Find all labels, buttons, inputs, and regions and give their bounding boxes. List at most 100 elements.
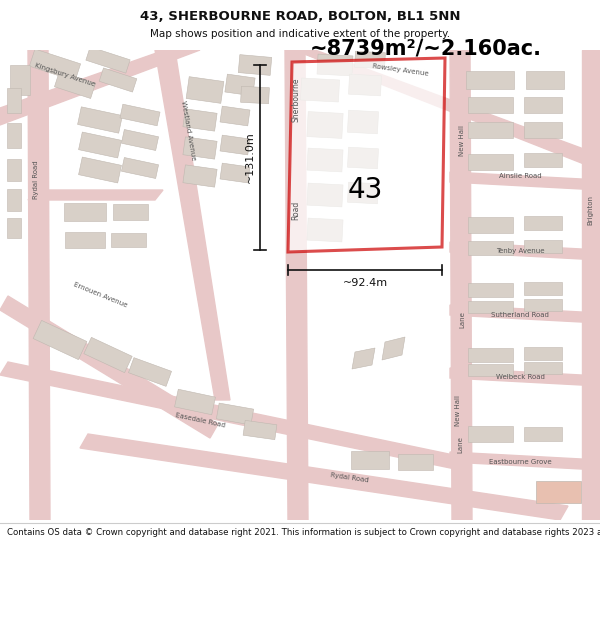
Bar	[84, 338, 132, 372]
Bar	[243, 421, 277, 439]
Bar	[128, 357, 172, 386]
Bar	[113, 204, 148, 220]
Bar	[524, 153, 562, 167]
Bar	[524, 299, 562, 311]
Bar	[121, 129, 158, 151]
Bar	[7, 122, 21, 148]
Bar	[29, 49, 80, 81]
Text: Tenby Avenue: Tenby Avenue	[496, 248, 544, 254]
Bar	[7, 189, 21, 211]
Polygon shape	[0, 296, 218, 438]
Bar	[220, 106, 250, 126]
Text: Easedale Road: Easedale Road	[175, 412, 226, 428]
Polygon shape	[450, 452, 600, 470]
Bar	[217, 403, 254, 425]
Bar	[186, 77, 224, 103]
Text: 43: 43	[347, 176, 383, 204]
Bar	[7, 88, 21, 112]
Bar	[347, 148, 379, 169]
Bar	[110, 233, 146, 247]
Bar	[307, 218, 343, 242]
Bar	[307, 112, 343, 138]
Polygon shape	[0, 50, 200, 125]
Bar	[317, 54, 353, 76]
Bar	[7, 159, 21, 181]
Text: New Hall: New Hall	[459, 124, 465, 156]
Bar	[121, 158, 158, 179]
Bar	[65, 232, 105, 248]
Bar	[467, 348, 512, 362]
Bar	[355, 51, 385, 69]
Bar	[467, 217, 512, 233]
Bar	[524, 216, 562, 230]
Bar	[467, 154, 512, 170]
Bar	[524, 281, 562, 294]
Bar	[64, 203, 106, 221]
Bar	[241, 86, 269, 104]
Bar	[10, 65, 30, 95]
Bar	[301, 78, 340, 102]
Bar	[183, 165, 217, 187]
Bar	[79, 157, 121, 183]
Bar	[347, 110, 379, 134]
Polygon shape	[450, 50, 472, 520]
Polygon shape	[80, 434, 568, 520]
Bar	[536, 481, 581, 503]
Text: Westland Avenue: Westland Avenue	[180, 100, 196, 160]
Bar	[183, 137, 217, 159]
Polygon shape	[295, 50, 600, 168]
Bar	[524, 97, 562, 113]
Bar	[99, 68, 137, 92]
Text: Sutherland Road: Sutherland Road	[491, 312, 549, 318]
Bar	[467, 122, 512, 138]
Bar	[466, 71, 514, 89]
Bar	[467, 283, 512, 297]
Bar	[349, 74, 382, 96]
Text: 43, SHERBOURNE ROAD, BOLTON, BL1 5NN: 43, SHERBOURNE ROAD, BOLTON, BL1 5NN	[140, 10, 460, 23]
Text: Rydal Road: Rydal Road	[33, 161, 39, 199]
Bar	[79, 132, 121, 158]
Text: Lane: Lane	[457, 436, 463, 454]
Text: Rydal Road: Rydal Road	[331, 472, 370, 484]
Bar	[467, 241, 512, 255]
Bar	[467, 97, 512, 113]
Bar	[524, 122, 562, 138]
Text: Map shows position and indicative extent of the property.: Map shows position and indicative extent…	[150, 29, 450, 39]
Bar	[120, 104, 160, 126]
Polygon shape	[450, 368, 600, 386]
Polygon shape	[382, 337, 405, 360]
Text: Contains OS data © Crown copyright and database right 2021. This information is : Contains OS data © Crown copyright and d…	[7, 528, 600, 538]
Text: ~131.0m: ~131.0m	[245, 132, 255, 183]
Polygon shape	[450, 242, 600, 260]
Text: Sherbourne: Sherbourne	[292, 78, 301, 122]
Text: Rowsley Avenue: Rowsley Avenue	[371, 63, 428, 77]
Bar	[7, 218, 21, 238]
Bar	[183, 109, 217, 131]
Text: ~8739m²/~2.160ac.: ~8739m²/~2.160ac.	[310, 38, 542, 58]
Polygon shape	[288, 58, 445, 252]
Text: Welbeck Road: Welbeck Road	[496, 374, 544, 380]
Bar	[467, 301, 512, 313]
Bar	[351, 451, 389, 469]
Bar	[524, 427, 562, 441]
Bar	[398, 454, 433, 470]
Polygon shape	[28, 50, 50, 520]
Bar	[526, 71, 564, 89]
Bar	[347, 182, 379, 204]
Bar	[467, 364, 512, 376]
Polygon shape	[155, 50, 230, 400]
Text: Road: Road	[292, 201, 301, 219]
Bar	[55, 71, 95, 99]
Text: New Hall: New Hall	[455, 394, 461, 426]
Bar	[307, 148, 343, 172]
Text: Ernouen Avenue: Ernouen Avenue	[72, 281, 128, 309]
Text: Kingsbury Avenue: Kingsbury Avenue	[34, 62, 96, 88]
Bar	[524, 362, 562, 374]
Polygon shape	[28, 190, 163, 200]
Bar	[220, 135, 250, 155]
Polygon shape	[352, 348, 375, 369]
Bar	[220, 163, 250, 183]
Text: Ainslie Road: Ainslie Road	[499, 173, 541, 179]
Text: Eastbourne Grove: Eastbourne Grove	[488, 459, 551, 465]
Bar	[238, 54, 272, 76]
